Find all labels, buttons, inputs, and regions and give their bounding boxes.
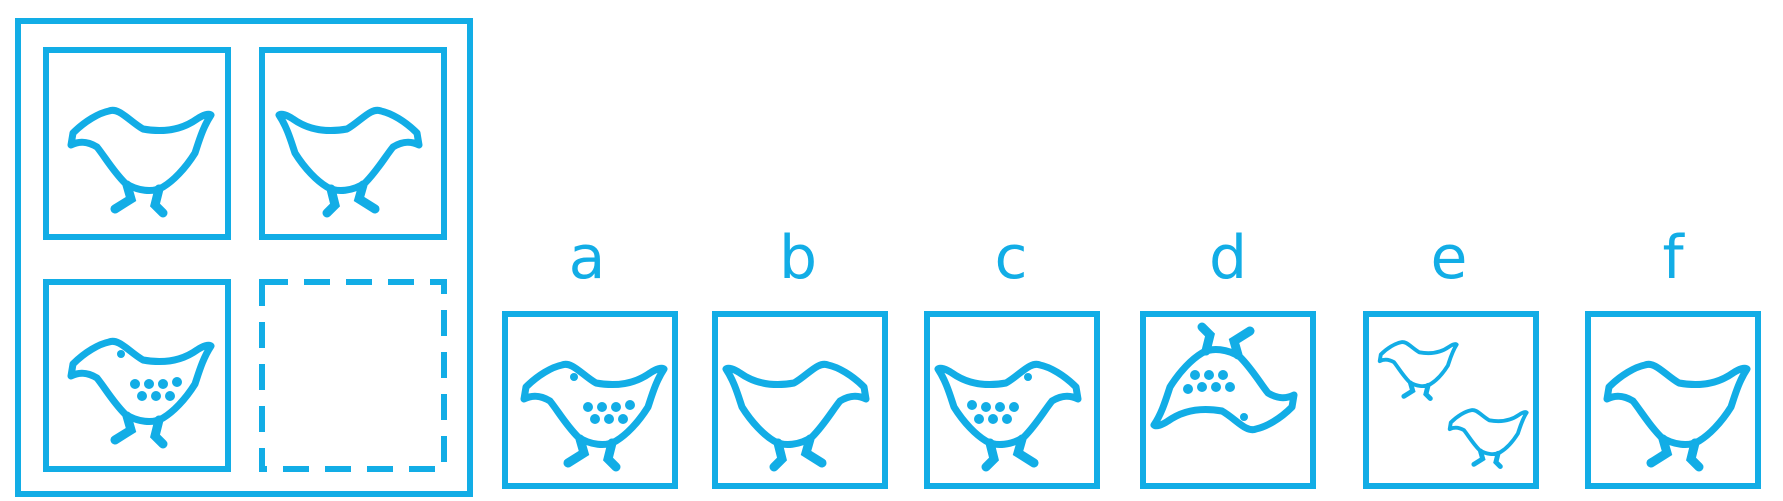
bird-spotted-facing-right-icon <box>938 364 1078 467</box>
option-b[interactable] <box>712 311 888 489</box>
two-small-birds-icon <box>1380 342 1527 466</box>
option-b-frame[interactable] <box>712 311 888 489</box>
option-c-frame[interactable] <box>924 311 1100 489</box>
missing-piece-placeholder[interactable] <box>259 279 447 472</box>
option-a-frame[interactable] <box>502 311 678 489</box>
option-d[interactable] <box>1140 311 1316 489</box>
option-e[interactable] <box>1363 311 1539 489</box>
matrix-cell-3 <box>43 279 231 472</box>
matrix-cell-3-frame <box>43 279 231 472</box>
option-f-label: f <box>1662 223 1685 293</box>
bird-spotted-upside-down-icon <box>1154 327 1294 430</box>
option-d-label: d <box>1209 223 1247 293</box>
option-c-label: c <box>995 223 1028 293</box>
matrix-frame <box>15 18 473 497</box>
bird-facing-right-icon <box>279 110 419 213</box>
option-e-label: e <box>1431 223 1468 293</box>
option-a-label: a <box>569 223 606 293</box>
option-d-frame[interactable] <box>1140 311 1316 489</box>
option-b-label: b <box>779 223 817 293</box>
bird-spotted-facing-left-icon <box>71 341 211 444</box>
bird-facing-left-icon <box>1607 364 1747 467</box>
option-f-frame[interactable] <box>1585 311 1761 489</box>
matrix-cell-2-frame <box>259 47 447 240</box>
option-e-frame[interactable] <box>1363 311 1539 489</box>
option-c[interactable] <box>924 311 1100 489</box>
option-f[interactable] <box>1585 311 1761 489</box>
bird-spotted-facing-left-icon <box>524 364 664 467</box>
matrix-cell-1 <box>43 47 231 240</box>
matrix-cell-2 <box>259 47 447 240</box>
matrix-cell-1-frame <box>43 47 231 240</box>
bird-facing-right-icon <box>726 364 866 467</box>
option-a[interactable] <box>502 311 678 489</box>
bird-facing-left-icon <box>71 110 211 213</box>
